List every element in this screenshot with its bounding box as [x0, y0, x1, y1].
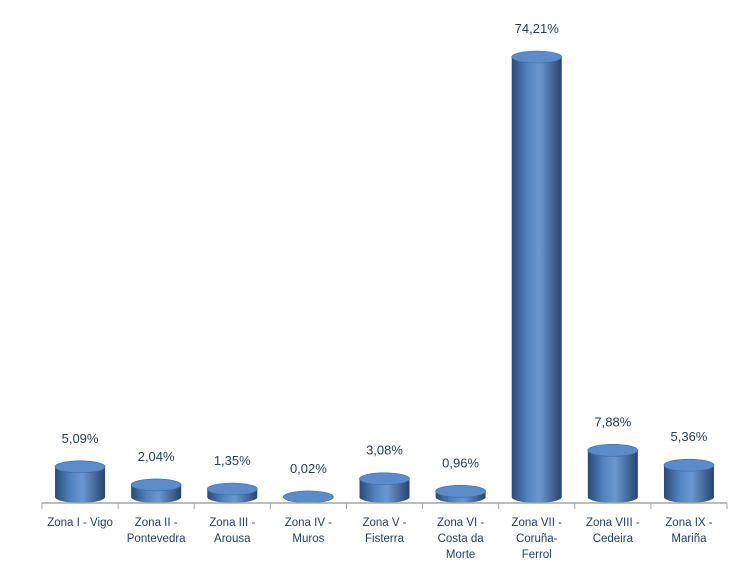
data-label: 74,21%	[515, 21, 560, 36]
bar	[359, 472, 410, 503]
bar-top	[283, 490, 334, 504]
category-label: Morte	[446, 549, 475, 561]
bar-body	[587, 450, 638, 503]
data-label: 3,08%	[366, 443, 403, 458]
bar-top	[435, 485, 486, 498]
category-label: Zona II -	[135, 517, 178, 529]
category-label: Zona IX -	[665, 517, 712, 529]
data-label: 1,35%	[214, 453, 251, 468]
bar	[54, 460, 106, 503]
category-label: Arousa	[214, 533, 251, 545]
bar-body	[359, 478, 410, 503]
category-label: Ferrol	[522, 549, 552, 561]
bar	[587, 443, 639, 503]
bar-body	[663, 465, 714, 503]
bar	[283, 490, 334, 504]
bar	[435, 485, 486, 503]
data-label: 7,88%	[594, 414, 631, 429]
bar-top	[587, 443, 639, 457]
bar	[130, 478, 182, 503]
category-label: Cedeira	[593, 533, 634, 545]
bar	[663, 458, 715, 503]
category-label: Zona VIII -	[586, 517, 640, 529]
category-label: Zona VII -	[511, 517, 562, 529]
category-label: Zona I - Vigo	[47, 517, 113, 529]
data-label: 2,04%	[138, 449, 175, 464]
bar	[511, 50, 563, 503]
category-label: Coruña-	[516, 533, 558, 545]
category-label: Costa da	[438, 533, 485, 545]
bar-top	[130, 478, 182, 492]
bar-top	[54, 460, 106, 474]
bar-top	[359, 472, 410, 486]
data-label: 5,09%	[62, 431, 99, 446]
category-label: Mariña	[671, 533, 707, 545]
data-label: 0,02%	[290, 461, 327, 476]
category-label: Muros	[292, 533, 324, 545]
category-label: Fisterra	[365, 533, 405, 545]
category-label: Zona III -	[209, 517, 255, 529]
category-label: Zona VI -	[437, 517, 484, 529]
bar-top	[511, 50, 563, 64]
bar-top	[206, 482, 258, 496]
bar	[206, 482, 258, 503]
data-label: 5,36%	[671, 429, 708, 444]
category-label: Pontevedra	[127, 533, 186, 545]
bar-body	[55, 466, 106, 503]
data-label: 0,96%	[442, 455, 479, 470]
bar-body	[511, 57, 562, 503]
category-label: Zona V -	[362, 517, 406, 529]
category-label: Zona IV -	[285, 517, 332, 529]
bar-top	[663, 458, 715, 472]
